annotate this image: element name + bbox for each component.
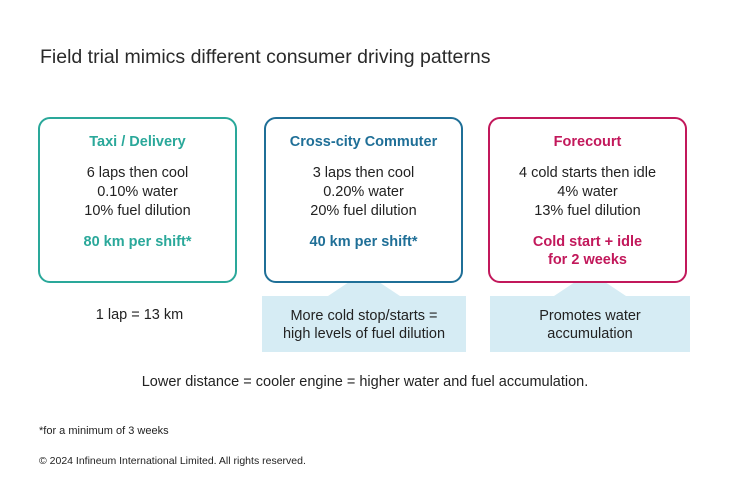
card-detail-line: 0.10% water [97, 184, 178, 200]
card-cross-city-commuter: Cross-city Commuter 3 laps then cool 0.2… [264, 117, 463, 283]
card-detail-line: 0.20% water [323, 184, 404, 200]
callout-fuel-dilution: More cold stop/starts = high levels of f… [262, 272, 466, 352]
callout-line: high levels of fuel dilution [282, 326, 446, 342]
card-highlight: 80 km per shift* [40, 233, 235, 251]
callout-water-accumulation-shape [490, 272, 690, 352]
summary-statement: Lower distance = cooler engine = higher … [141, 374, 589, 390]
card-detail-line: 6 laps then cool [86, 165, 189, 181]
card-heading: Cross-city Commuter [289, 134, 438, 150]
callout-water-accumulation: Promotes water accumulation [490, 272, 690, 352]
card-detail-line: 4 cold starts then idle [518, 165, 657, 181]
card-details: 4 cold starts then idle 4% water 13% fue… [490, 164, 685, 221]
page-title: Field trial mimics different consumer dr… [40, 46, 491, 68]
card-highlight-line: 80 km per shift* [83, 234, 192, 250]
card-details: 3 laps then cool 0.20% water 20% fuel di… [266, 164, 461, 221]
callout-line: More cold stop/starts = [290, 308, 438, 324]
card-details: 6 laps then cool 0.10% water 10% fuel di… [40, 164, 235, 221]
card-taxi-delivery: Taxi / Delivery 6 laps then cool 0.10% w… [38, 117, 237, 283]
callout-fuel-dilution-shape [262, 272, 466, 352]
card-forecourt: Forecourt 4 cold starts then idle 4% wat… [488, 117, 687, 283]
card-highlight-line: for 2 weeks [548, 252, 627, 268]
card-heading: Taxi / Delivery [89, 134, 186, 150]
callout-fuel-dilution-text: More cold stop/starts = high levels of f… [262, 307, 466, 343]
lap-note: 1 lap = 13 km [95, 307, 184, 323]
callout-line: Promotes water [539, 308, 641, 324]
card-detail-line: 10% fuel dilution [84, 203, 191, 219]
card-detail-line: 4% water [557, 184, 618, 200]
card-detail-line: 13% fuel dilution [534, 203, 641, 219]
footnote: *for a minimum of 3 weeks [39, 425, 169, 437]
card-detail-line: 20% fuel dilution [310, 203, 417, 219]
card-detail-line: 3 laps then cool [312, 165, 415, 181]
card-highlight: Cold start + idle for 2 weeks [490, 233, 685, 269]
copyright-notice: © 2024 Infineum International Limited. A… [39, 455, 306, 467]
card-highlight: 40 km per shift* [266, 233, 461, 251]
callout-line: accumulation [547, 326, 633, 342]
card-highlight-line: Cold start + idle [532, 234, 643, 250]
card-heading: Forecourt [553, 134, 622, 150]
callout-water-accumulation-text: Promotes water accumulation [490, 307, 690, 343]
card-highlight-line: 40 km per shift* [309, 234, 418, 250]
